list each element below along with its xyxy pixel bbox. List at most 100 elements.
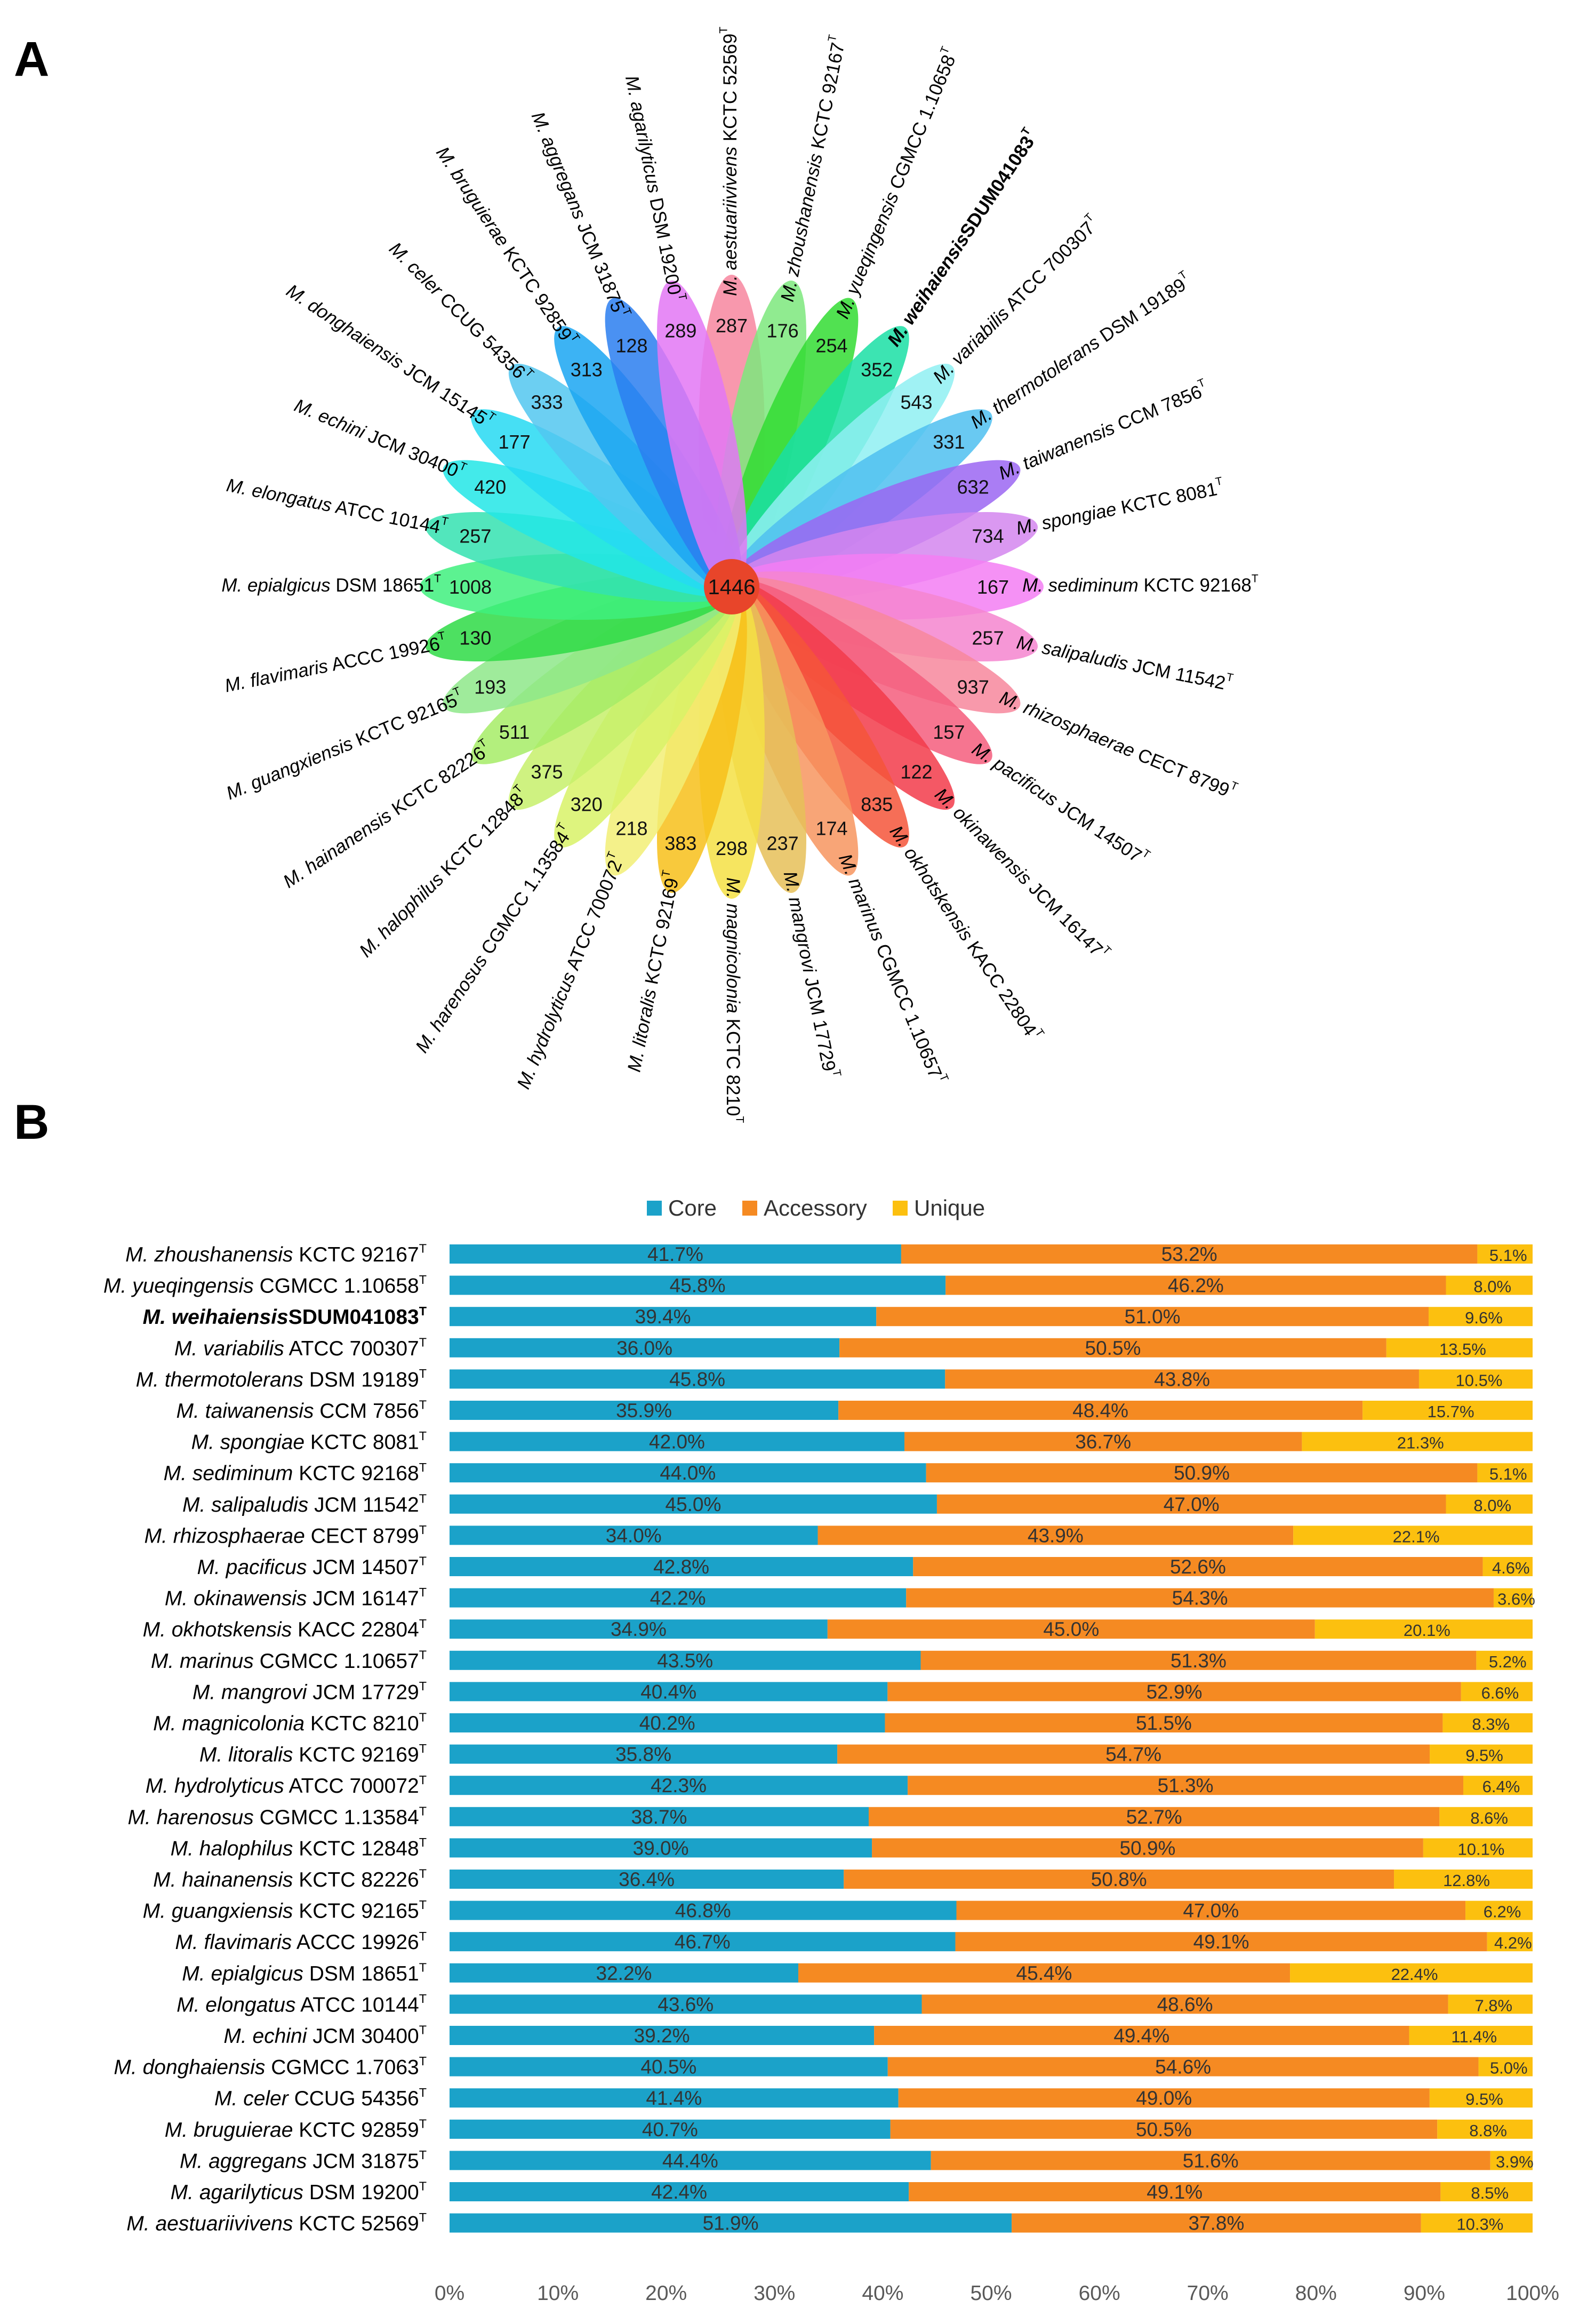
bar-core-rhizosphaerae (450, 1526, 818, 1545)
bar-core-elongatus (450, 1994, 922, 2014)
x-tick-label: 40% (862, 2282, 903, 2305)
petal-label-aestuariivivens: M. aestuariivivens KCTC 52569T (717, 27, 741, 296)
bar-label-unique-aestuariivivens: 10.3% (1456, 2215, 1503, 2234)
row-label-variabilis: M. variabilis ATCC 700307T (174, 1335, 427, 1360)
bar-label-unique-zhoushanensis: 5.1% (1489, 1246, 1527, 1265)
legend-label-core: Core (668, 1195, 717, 1220)
petal-label-epialgicus: M. epialgicus DSM 18651T (221, 572, 441, 596)
row-label-marinus: M. marinus CGMCC 1.10657T (151, 1648, 427, 1672)
bar-label-core-salipaludis: 45.0% (666, 1494, 722, 1515)
bar-label-accessory-pacificus: 52.6% (1170, 1556, 1226, 1578)
bar-label-unique-magnicolonia: 8.3% (1472, 1715, 1510, 1734)
bar-label-accessory-epialgicus: 45.4% (1016, 1962, 1072, 1984)
bar-core-harenosus (450, 1807, 869, 1826)
bar-label-unique-taiwanensis: 15.7% (1428, 1402, 1474, 1421)
bar-label-unique-salipaludis: 8.0% (1473, 1496, 1511, 1515)
x-tick-label: 30% (754, 2282, 795, 2305)
row-label-weihaiensis: M. weihaiensisSDUM041083T (143, 1304, 427, 1329)
bar-label-accessory-weihaiensis: 51.0% (1125, 1306, 1181, 1328)
bar-unique-harenosus (1439, 1807, 1533, 1826)
bar-label-accessory-donghaiensis: 54.6% (1155, 2056, 1211, 2078)
petal-value-pacificus: 157 (933, 721, 965, 743)
bar-accessory-echini (874, 2026, 1409, 2045)
bar-label-core-thermotolerans: 45.8% (669, 1368, 725, 1390)
bar-accessory-magnicolonia (885, 1713, 1443, 1732)
bar-unique-pacificus (1482, 1557, 1533, 1576)
petal-label-spongiae: M. spongiae KCTC 8081T (1014, 475, 1225, 539)
bar-unique-bruguierae (1437, 2119, 1533, 2139)
row-label-epialgicus: M. epialgicus DSM 18651T (182, 1960, 427, 1985)
bar-unique-rhizosphaerae (1293, 1526, 1533, 1545)
row-label-mangrovi: M. mangrovi JCM 17729T (193, 1679, 427, 1704)
bar-core-spongiae (450, 1432, 905, 1451)
bar-core-salipaludis (450, 1494, 937, 1514)
bar-unique-thermotolerans (1418, 1369, 1533, 1389)
bar-label-unique-variabilis: 13.5% (1439, 1340, 1486, 1359)
row-label-flavimaris: M. flavimaris ACCC 19926T (175, 1929, 427, 1954)
bar-label-core-guangxiensis: 46.8% (675, 1900, 731, 1922)
row-label-aggregans: M. aggregans JCM 31875T (180, 2148, 427, 2173)
bar-core-marinus (450, 1650, 921, 1670)
bar-unique-taiwanensis (1362, 1401, 1533, 1420)
bar-label-core-celer: 41.4% (646, 2087, 702, 2109)
petal-value-taiwanensis: 632 (957, 476, 989, 498)
bar-label-accessory-rhizosphaerae: 43.9% (1028, 1524, 1084, 1546)
bar-label-core-epialgicus: 32.2% (596, 1962, 652, 1984)
bar-unique-litoralis (1430, 1744, 1533, 1764)
row-label-rhizosphaerae: M. rhizosphaerae CECT 8799T (144, 1523, 427, 1547)
bar-unique-salipaludis (1446, 1494, 1533, 1514)
bar-core-okinawensis (450, 1588, 907, 1608)
bar-unique-variabilis (1386, 1338, 1533, 1357)
row-label-harenosus: M. harenosus CGMCC 1.13584T (127, 1804, 427, 1828)
bar-core-okhotskensis (450, 1619, 828, 1639)
bar-label-unique-elongatus: 7.8% (1474, 1996, 1512, 2015)
bar-label-unique-thermotolerans: 10.5% (1456, 1371, 1503, 1389)
legend-swatch-unique (893, 1201, 908, 1216)
bar-label-accessory-agarilyticus: 49.1% (1147, 2181, 1203, 2203)
bar-accessory-salipaludis (936, 1494, 1446, 1514)
bar-accessory-spongiae (904, 1432, 1302, 1451)
bar-label-accessory-echini: 49.4% (1113, 2025, 1169, 2047)
bar-label-unique-hainanensis: 12.8% (1443, 1871, 1490, 1890)
bar-label-core-harenosus: 38.7% (631, 1806, 687, 1828)
bar-unique-zhoushanensis (1477, 1244, 1533, 1264)
row-label-taiwanensis: M. taiwanensis CCM 7856T (177, 1398, 427, 1423)
bar-accessory-okinawensis (906, 1588, 1494, 1608)
bar-label-accessory-okinawensis: 54.3% (1172, 1587, 1228, 1609)
bar-label-core-flavimaris: 46.7% (675, 1931, 731, 1953)
bar-accessory-taiwanensis (838, 1401, 1363, 1420)
petal-label-flavimaris: M. flavimaris ACCC 19926T (222, 629, 448, 697)
bar-unique-okhotskensis (1315, 1619, 1533, 1639)
bar-label-accessory-thermotolerans: 43.8% (1154, 1368, 1210, 1390)
bar-unique-elongatus (1448, 1994, 1533, 2014)
bar-label-unique-pacificus: 4.6% (1492, 1559, 1530, 1577)
bar-unique-epialgicus (1290, 1963, 1533, 1983)
bar-unique-celer (1429, 2088, 1533, 2108)
bar-core-magnicolonia (450, 1713, 885, 1732)
bar-core-hainanensis (450, 1870, 844, 1889)
petal-value-hydrolyticus: 218 (615, 818, 647, 840)
bar-label-unique-okhotskensis: 20.1% (1404, 1621, 1450, 1640)
bar-label-unique-harenosus: 8.6% (1470, 1809, 1508, 1827)
bar-label-core-spongiae: 42.0% (649, 1431, 705, 1453)
bar-label-core-pacificus: 42.8% (653, 1556, 709, 1578)
bar-label-core-aestuariivivens: 51.9% (703, 2213, 759, 2234)
petal-label-elongatus: M. elongatus ATCC 10144T (225, 472, 450, 539)
row-label-halophilus: M. halophilus KCTC 12848T (171, 1835, 427, 1860)
row-label-elongatus: M. elongatus ATCC 10144T (177, 1992, 427, 2016)
bar-unique-echini (1409, 2026, 1533, 2045)
bar-core-flavimaris (450, 1932, 956, 1952)
bar-label-core-elongatus: 43.6% (658, 1993, 714, 2015)
bar-accessory-harenosus (868, 1807, 1440, 1826)
petal-value-zhoushanensis: 176 (767, 320, 799, 341)
row-label-pacificus: M. pacificus JCM 14507T (197, 1554, 427, 1579)
row-label-zhoushanensis: M. zhoushanensis KCTC 92167T (125, 1242, 427, 1266)
x-tick-label: 10% (537, 2282, 579, 2305)
bar-core-taiwanensis (450, 1401, 839, 1420)
petal-value-salipaludis: 257 (972, 627, 1004, 649)
bar-label-unique-flavimaris: 4.2% (1494, 1934, 1532, 1952)
bar-unique-aestuariivivens (1421, 2213, 1533, 2233)
bar-accessory-guangxiensis (956, 1900, 1466, 1920)
bar-label-unique-spongiae: 21.3% (1397, 1434, 1444, 1452)
bar-core-mangrovi (450, 1682, 888, 1702)
